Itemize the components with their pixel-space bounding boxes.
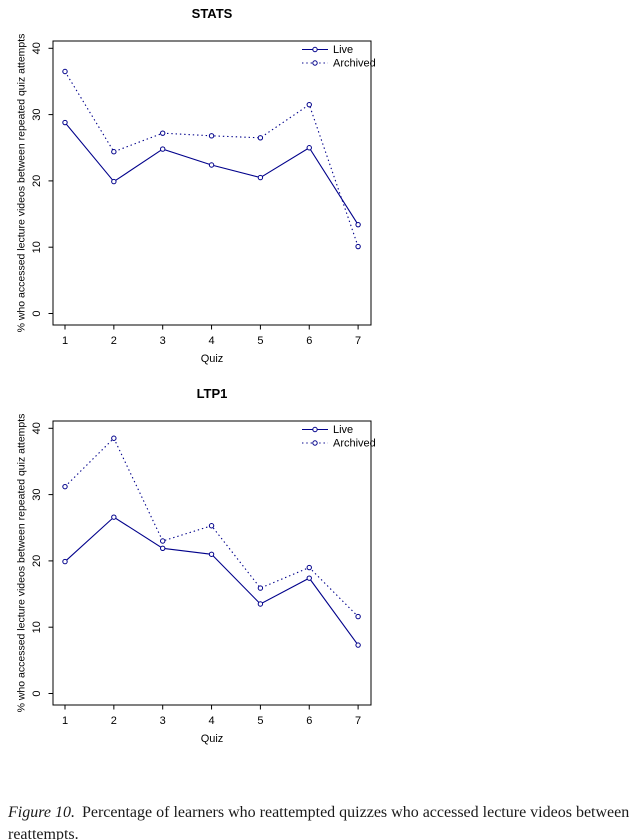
series-line-archived bbox=[64, 71, 359, 247]
data-point-archived-q1 bbox=[62, 483, 68, 490]
legend-marker-live bbox=[312, 426, 318, 433]
legend-marker-live bbox=[312, 46, 318, 53]
data-point-archived-q3 bbox=[160, 538, 166, 544]
data-point-live-q1 bbox=[62, 119, 68, 126]
figure-caption-label: Figure 10. bbox=[8, 804, 75, 821]
data-point-live-q2 bbox=[111, 514, 117, 520]
data-point-archived-q6 bbox=[306, 101, 312, 108]
data-point-live-q7 bbox=[355, 221, 361, 228]
y-tick-label: 40 bbox=[31, 422, 43, 434]
y-tick-label: 30 bbox=[31, 108, 43, 120]
x-tick-label: 5 bbox=[257, 335, 263, 347]
x-tick-label: 5 bbox=[257, 715, 263, 727]
y-tick-label: 20 bbox=[31, 175, 43, 187]
x-tick-label: 7 bbox=[355, 335, 361, 347]
legend-marker-archived bbox=[312, 440, 318, 446]
figure-caption-text: Percentage of learners who reattempted q… bbox=[8, 804, 630, 840]
legend-label-archived: Archived bbox=[333, 58, 376, 70]
ltp1-chart: LTP1 0 10 20 30 40 1 2 3 4 5 6 7 Quiz % who accessed l… bbox=[0, 380, 400, 758]
data-point-live-q3 bbox=[160, 146, 166, 152]
data-point-live-q4 bbox=[208, 162, 215, 168]
data-point-archived-q3 bbox=[160, 130, 166, 136]
data-point-live-q7 bbox=[355, 642, 361, 648]
x-tick-label: 4 bbox=[208, 335, 214, 347]
data-point-live-q2 bbox=[111, 178, 117, 185]
x-tick-label: 7 bbox=[355, 715, 361, 727]
data-point-archived-q2 bbox=[111, 435, 117, 441]
legend-label-archived: Archived bbox=[333, 438, 376, 450]
chart-title: STATS bbox=[192, 6, 233, 21]
ltp1-chart-svg: LTP1 0 10 20 30 40 1 2 3 4 5 6 7 Quiz % who accessed l… bbox=[16, 386, 376, 745]
y-tick-label: 0 bbox=[31, 310, 43, 316]
legend-marker-archived bbox=[312, 60, 318, 66]
data-point-live-q5 bbox=[257, 174, 264, 181]
y-tick-label: 10 bbox=[31, 621, 43, 633]
data-point-archived-q5 bbox=[257, 585, 264, 591]
data-point-live-q3 bbox=[160, 545, 166, 552]
stats-chart: STATS 0 10 20 30 40 1 2 3 4 5 6 7 Quiz % who accessed … bbox=[0, 0, 400, 378]
plot-box bbox=[52, 40, 372, 326]
x-tick-label: 6 bbox=[306, 335, 312, 347]
data-point-archived-q7 bbox=[355, 613, 361, 620]
x-tick-label: 2 bbox=[111, 715, 117, 727]
data-point-archived-q1 bbox=[62, 68, 68, 75]
y-tick-label: 20 bbox=[31, 555, 43, 567]
y-axis-label: % who accessed lecture videos between re… bbox=[16, 414, 28, 713]
data-point-archived-q2 bbox=[111, 149, 117, 155]
chart-title: LTP1 bbox=[197, 386, 228, 401]
data-point-archived-q4 bbox=[208, 133, 215, 139]
x-tick-label: 3 bbox=[160, 715, 166, 727]
stats-chart-svg: STATS 0 10 20 30 40 1 2 3 4 5 6 7 Quiz % who accessed … bbox=[16, 6, 376, 365]
legend-label-live: Live bbox=[333, 44, 353, 56]
x-tick-label: 1 bbox=[62, 715, 68, 727]
figure-caption: Figure 10. Percentage of learners who rea… bbox=[8, 802, 630, 840]
x-tick-label: 2 bbox=[111, 335, 117, 347]
y-axis-label: % who accessed lecture videos between re… bbox=[16, 34, 28, 333]
x-tick-label: 3 bbox=[160, 335, 166, 347]
y-tick-label: 40 bbox=[31, 42, 43, 54]
x-tick-label: 6 bbox=[306, 715, 312, 727]
legend-label-live: Live bbox=[333, 424, 353, 436]
y-tick-label: 30 bbox=[31, 488, 43, 500]
x-axis-label: Quiz bbox=[201, 353, 224, 365]
plot-box bbox=[52, 420, 372, 706]
x-tick-label: 1 bbox=[62, 335, 68, 347]
data-point-archived-q6 bbox=[306, 564, 312, 571]
data-point-live-q1 bbox=[62, 558, 68, 565]
data-point-live-q4 bbox=[208, 551, 215, 557]
data-point-live-q6 bbox=[306, 145, 312, 151]
series-line-live bbox=[64, 516, 359, 646]
x-axis-label: Quiz bbox=[201, 733, 224, 745]
data-point-archived-q7 bbox=[355, 243, 361, 250]
y-tick-label: 0 bbox=[31, 690, 43, 696]
data-point-archived-q4 bbox=[208, 523, 215, 529]
data-point-live-q6 bbox=[306, 575, 312, 581]
data-point-archived-q5 bbox=[257, 135, 264, 141]
x-tick-label: 4 bbox=[208, 715, 214, 727]
y-tick-label: 10 bbox=[31, 241, 43, 253]
data-point-live-q5 bbox=[257, 601, 264, 607]
